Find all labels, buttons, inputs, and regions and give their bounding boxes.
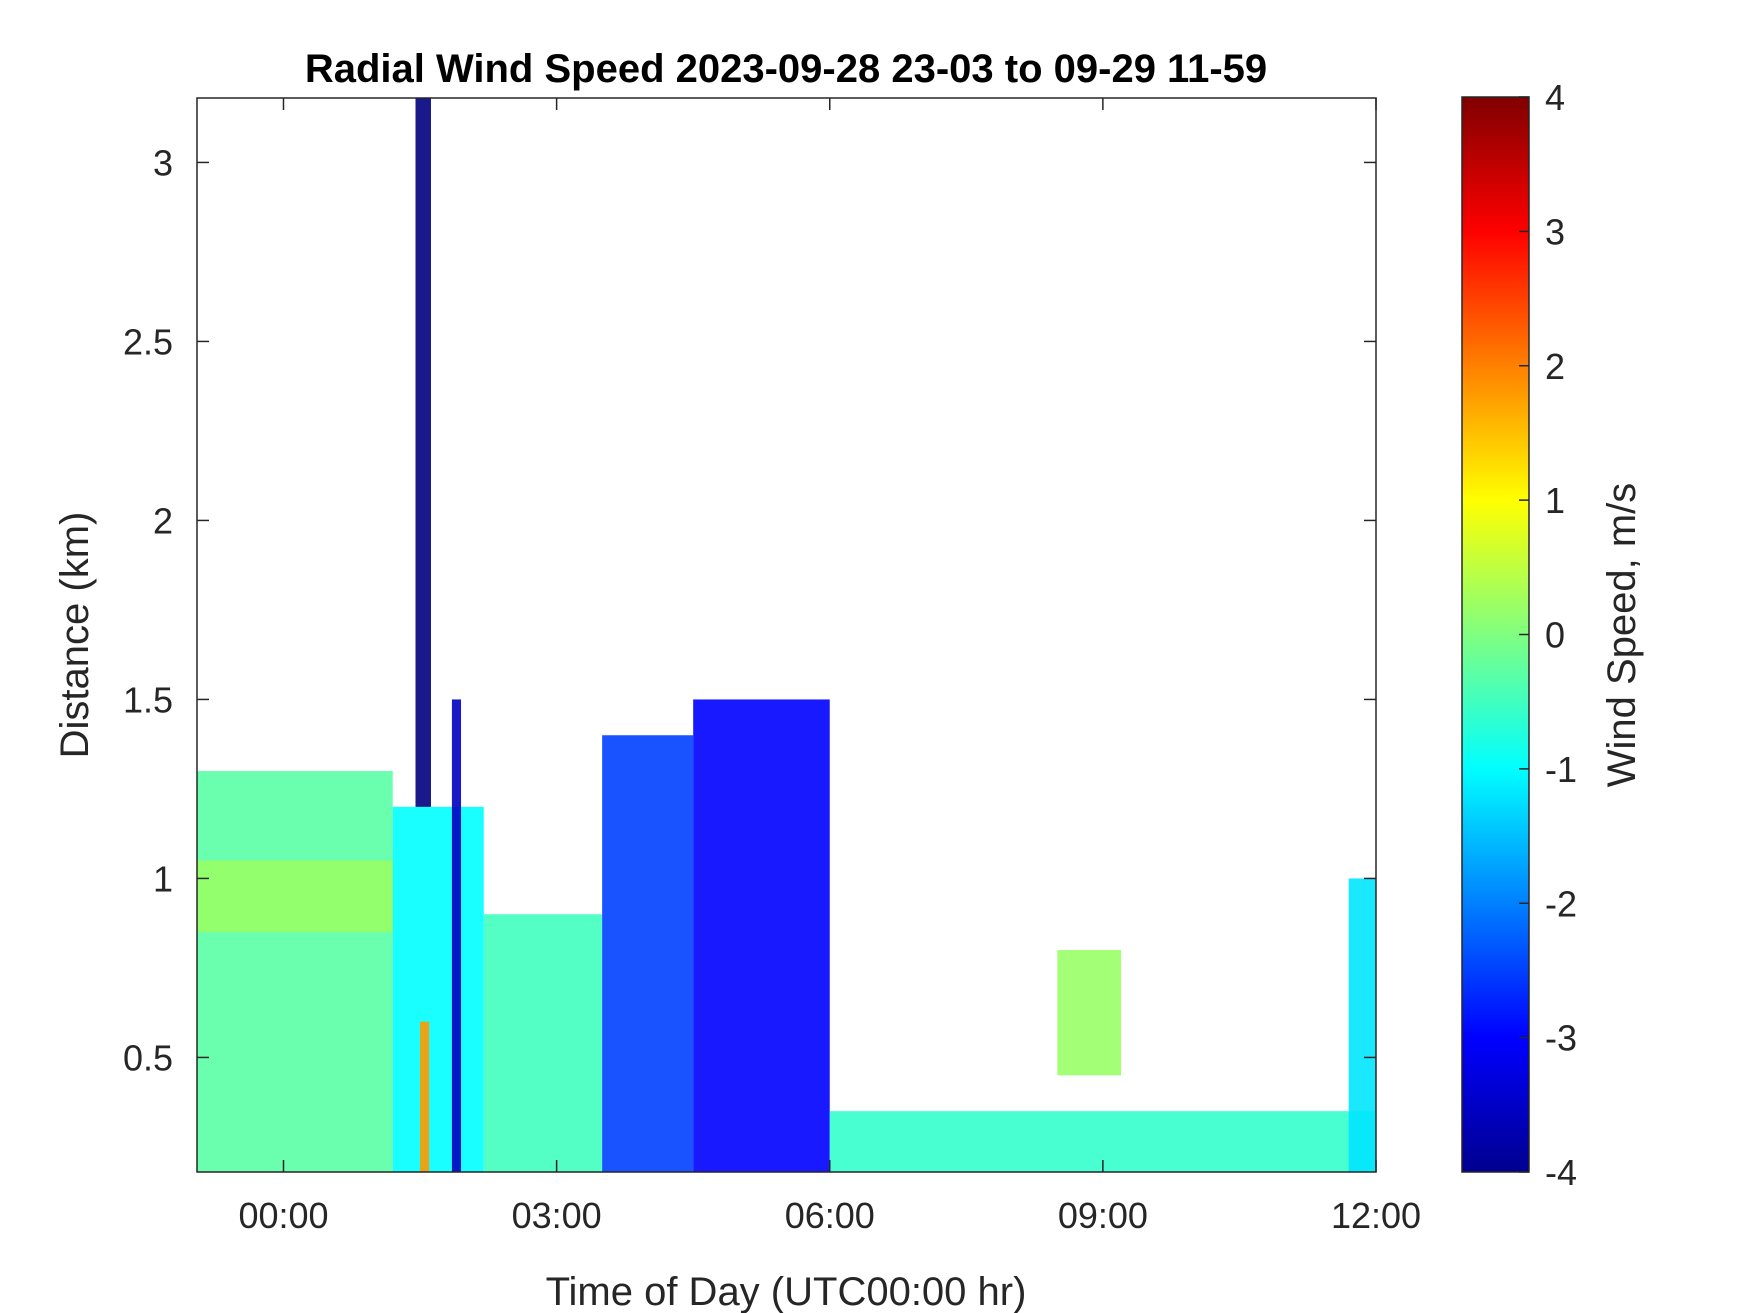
heatmap-region-2	[392, 806, 484, 1172]
colorbar-tick-label: -4	[1545, 1152, 1577, 1193]
colorbar-label: Wind Speed, m/s	[1600, 483, 1644, 788]
y-tick-label: 2	[153, 500, 173, 541]
y-tick-label: 0.5	[123, 1037, 173, 1078]
y-axis-label: Distance (km)	[53, 512, 97, 759]
heatmap-region-3	[420, 1021, 430, 1172]
plot-frame	[196, 97, 1377, 1173]
x-axis-label: Time of Day (UTC00:00 hr)	[546, 1270, 1027, 1313]
chart-title: Radial Wind Speed 2023-09-28 23-03 to 09…	[305, 47, 1267, 91]
colorbar-tick-label: 4	[1545, 77, 1565, 118]
heatmap-region-7	[602, 735, 694, 1172]
colorbar-tick-label: -1	[1545, 749, 1577, 790]
x-tick-label: 03:00	[512, 1195, 602, 1236]
heatmap-region-6	[483, 914, 603, 1172]
heatmap-region-0	[197, 771, 393, 1172]
plot-area	[197, 98, 1376, 1172]
colorbar	[1461, 96, 1530, 1173]
y-tick-label: 3	[153, 142, 173, 183]
colorbar-axis: -4 -3 -2 -1 0 1 2 3 4	[1519, 77, 1577, 1193]
colorbar-tick-label: 2	[1545, 346, 1565, 387]
heatmap-region-10	[1057, 950, 1122, 1076]
heatmap-region-8	[693, 699, 830, 1172]
x-tick-label: 06:00	[785, 1195, 875, 1236]
x-tick-label: 09:00	[1058, 1195, 1148, 1236]
x-tick-label: 00:00	[238, 1195, 328, 1236]
colorbar-tick-label: -2	[1545, 883, 1577, 924]
x-tick-label: 12:00	[1331, 1195, 1421, 1236]
heatmap-region-11	[1348, 878, 1376, 1172]
x-axis: 00:00 03:00 06:00 09:00 12:00	[238, 98, 1421, 1236]
y-axis: 0.5 1 1.5 2 2.5 3	[123, 142, 1376, 1078]
y-tick-label: 1	[153, 858, 173, 899]
heatmap-region-1	[197, 860, 393, 933]
y-tick-label: 1.5	[123, 679, 173, 720]
colorbar-tick-label: 0	[1545, 615, 1565, 656]
y-tick-label: 2.5	[123, 321, 173, 362]
heatmap-region-5	[451, 699, 462, 1172]
heatmap-region-4	[415, 98, 431, 807]
colorbar-tick-label: 3	[1545, 211, 1565, 252]
colorbar-tick-label: 1	[1545, 480, 1565, 521]
colorbar-tick-label: -3	[1545, 1018, 1577, 1059]
